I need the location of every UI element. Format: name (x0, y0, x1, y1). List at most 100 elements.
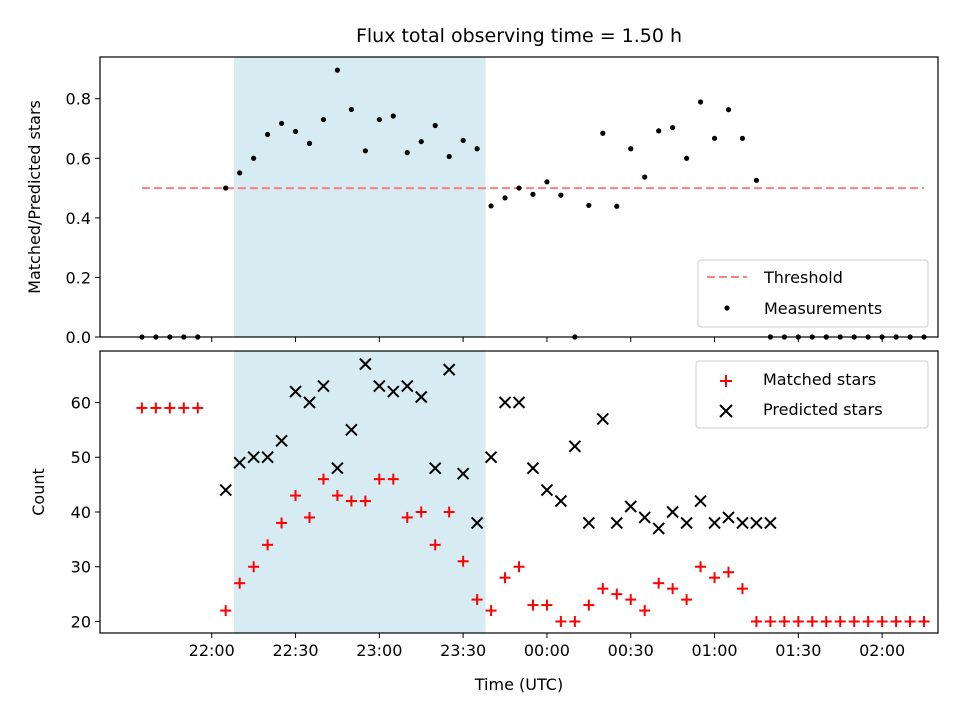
predicted-stars-point (289, 385, 302, 398)
matched-stars-point (583, 599, 595, 611)
matched-stars-point (723, 566, 734, 578)
matched-stars-point (415, 506, 427, 518)
matched-stars-point (429, 539, 441, 551)
measurement-point (697, 99, 704, 105)
x-tick-label: 23:30 (440, 641, 486, 660)
matched-stars-point (471, 594, 483, 606)
measurement-point (292, 128, 299, 135)
predicted-stars-point (680, 516, 693, 530)
matched-stars-point (862, 616, 874, 628)
matched-stars-point (709, 572, 721, 584)
measurement-point (516, 185, 522, 191)
legend-measurements-label: Measurements (764, 299, 882, 318)
measurement-point (418, 138, 424, 145)
predicted-stars-point (568, 440, 582, 453)
matched-stars-point (820, 616, 832, 628)
measurement-point (306, 140, 313, 146)
matched-stars-point (192, 402, 204, 414)
legend: Matched stars Predicted stars (695, 360, 929, 429)
matched-stars-point (904, 616, 916, 628)
observing-window (234, 351, 486, 633)
measurement-point (348, 106, 354, 113)
matched-stars-point (317, 473, 329, 485)
measurement-point (502, 195, 508, 201)
matched-stars-point (164, 402, 176, 414)
measurement-point (656, 128, 662, 134)
matched-stars-point (695, 561, 707, 573)
predicted-stars-point (484, 451, 498, 464)
x-tick-label: 22:00 (189, 641, 235, 660)
predicted-stars-point (428, 461, 442, 475)
y-tick-label: 0.4 (66, 209, 91, 228)
predicted-stars-point (317, 379, 330, 393)
predicted-stars-point (401, 379, 414, 393)
predicted-stars-point (624, 500, 637, 513)
matched-stars-point (387, 473, 399, 485)
matched-stars-point (736, 583, 748, 595)
measurement-point (376, 116, 382, 123)
predicted-stars-point (652, 522, 665, 535)
matched-stars-point (611, 588, 623, 600)
matched-stars-point (499, 572, 511, 584)
matched-stars-point (750, 616, 762, 628)
x-tick-label: 01:00 (691, 641, 737, 660)
y-tick-label: 60 (71, 393, 91, 412)
predicted-stars-point (638, 511, 651, 524)
matched-stars-point (373, 473, 385, 485)
matched-stars-point (625, 594, 637, 606)
observing-window (234, 57, 486, 337)
matched-stars-point (262, 539, 274, 551)
predicted-stars-point (610, 516, 623, 530)
x-tick-label: 02:00 (859, 641, 905, 660)
matched-stars-point (513, 561, 525, 573)
measurement-point (725, 107, 732, 113)
measurement-point (237, 170, 243, 176)
x-tick-label: 00:00 (524, 641, 570, 660)
matched-stars-point (443, 506, 455, 518)
bottom-panel: 20 30 40 50 60 22:00 22:30 23:00 23:30 00:00 00:3… (29, 350, 939, 694)
predicted-stars-point (275, 434, 288, 448)
matched-stars-point (248, 561, 260, 573)
legend-predicted-label: Predicted stars (763, 400, 883, 419)
matched-stars-point (401, 511, 413, 523)
matched-stars-point (639, 605, 651, 617)
measurement-point (251, 155, 257, 161)
x-tick-label: 23:00 (356, 641, 402, 660)
x-axis-ticks (211, 337, 883, 342)
matched-stars-point (220, 605, 232, 617)
matched-stars-point (136, 402, 148, 414)
measurement-point (628, 146, 634, 152)
y-tick-label: 40 (71, 503, 91, 522)
measurement-point (362, 148, 368, 154)
measurement-point (446, 153, 452, 160)
measurement-point (278, 120, 285, 127)
x-tick-label: 00:30 (608, 641, 654, 660)
predicted-stars-point (750, 516, 763, 530)
y-tick-label: 30 (71, 558, 91, 577)
matched-stars-point (345, 495, 357, 507)
matched-stars-point (918, 616, 930, 628)
x-axis-label: Time (UTC) (474, 675, 563, 694)
x-tick-label: 01:30 (775, 641, 821, 660)
predicted-stars-point (722, 511, 735, 524)
matched-stars-point (304, 511, 315, 523)
legend: Threshold Measurements (697, 259, 929, 328)
matched-stars-point (834, 616, 846, 628)
top-panel: Flux total observing time = 1.50 h 0.00.… (25, 25, 939, 347)
predicted-stars-point (219, 483, 232, 497)
y-tick-label: 50 (71, 448, 91, 467)
y-axis-label: Matched/Predicted stars (25, 100, 44, 294)
measurement-point (320, 116, 327, 123)
predicted-stars-point (345, 423, 358, 437)
chart-title: Flux total observing time = 1.50 h (356, 25, 682, 47)
matched-stars-point (359, 495, 371, 507)
predicted-stars-point (442, 363, 456, 376)
matched-stars-point (276, 517, 288, 529)
matched-stars-point (150, 402, 162, 414)
x-tick-label: 22:30 (272, 641, 318, 660)
measurement-point (544, 179, 550, 185)
legend-matched-label: Matched stars (763, 370, 876, 389)
measurement-point (265, 131, 271, 138)
y-axis: 20 30 40 50 60 (71, 393, 100, 632)
matched-stars-point (681, 594, 693, 606)
